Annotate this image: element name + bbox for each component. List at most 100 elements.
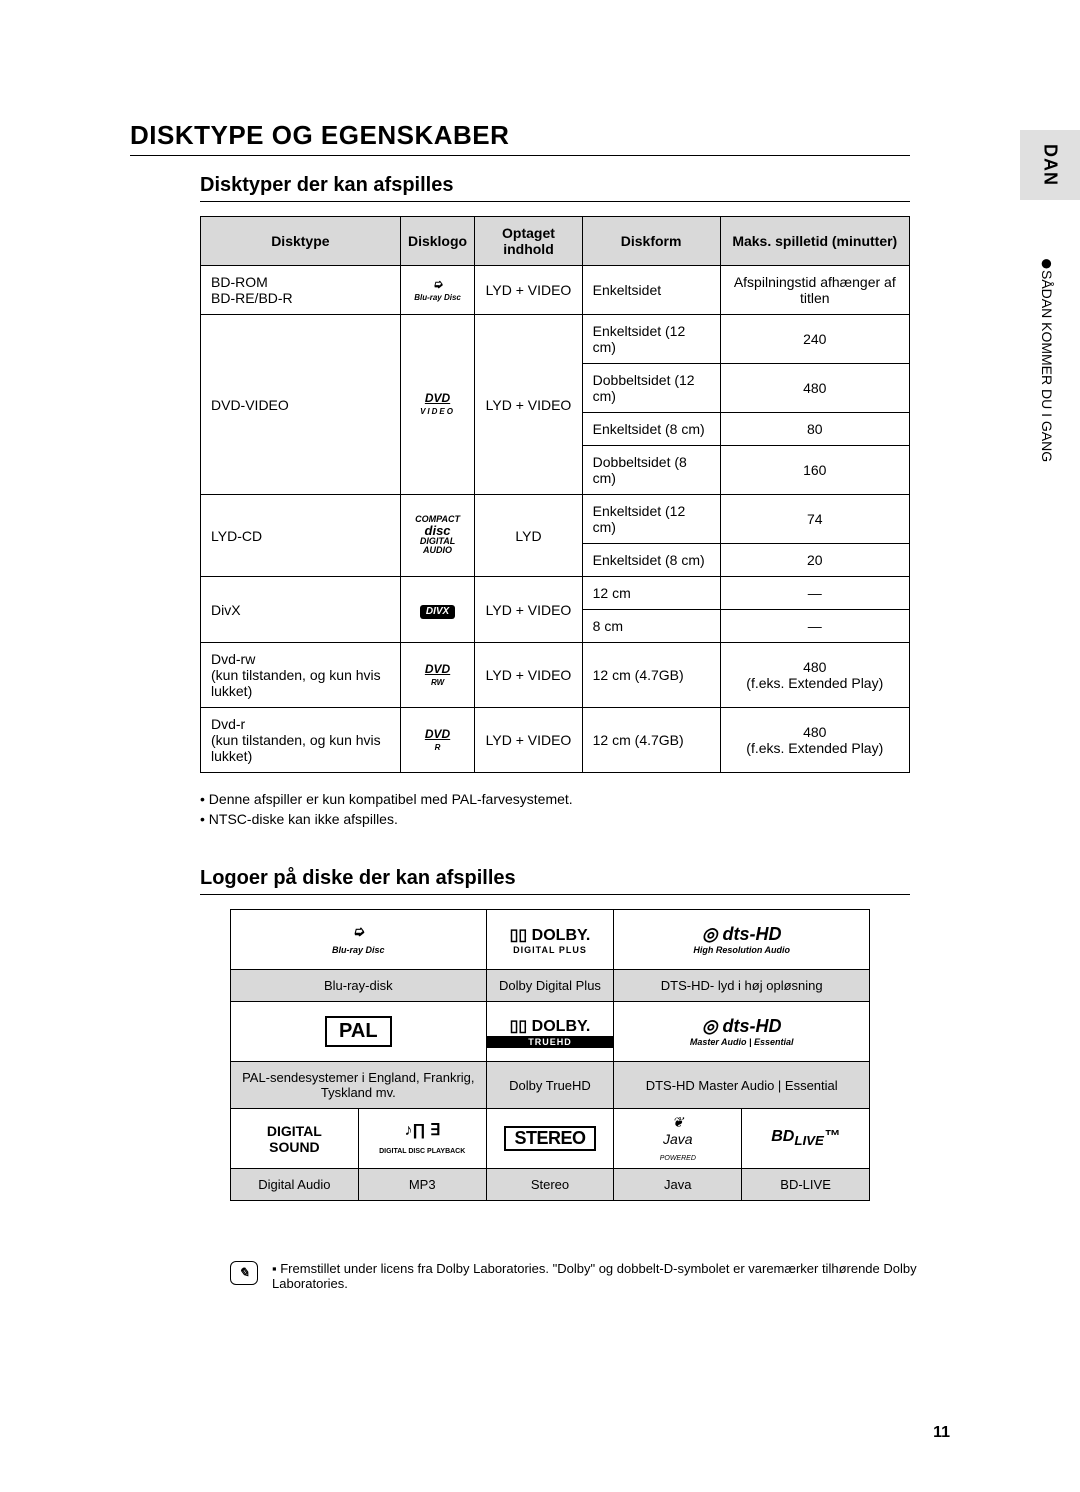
cell-time: 20	[720, 544, 909, 577]
note-line: • Denne afspiller er kun kompatibel med …	[200, 791, 910, 807]
side-tab-label: DAN	[1040, 144, 1061, 186]
dvdrw-logo-icon: DVDRW	[425, 663, 450, 687]
cell-logo: COMPACTdiscDIGITAL AUDIO	[400, 495, 475, 577]
cell-logo: DVDVIDEO	[400, 315, 475, 495]
cell-time: 480 (f.eks. Extended Play)	[720, 708, 909, 773]
cell-logo: DVDRW	[400, 643, 475, 708]
table-row: ➭Blu-ray Disc ▯▯ DOLBY.DIGITAL PLUS ◎ dt…	[231, 910, 870, 970]
cell-time: —	[720, 577, 909, 610]
cell-type: Dvd-rw (kun tilstanden, og kun hvis lukk…	[201, 643, 401, 708]
logo-label: Digital Audio	[231, 1169, 359, 1201]
footnote-text: ▪ Fremstillet under licens fra Dolby Lab…	[272, 1261, 930, 1291]
logo-label: Dolby Digital Plus	[486, 970, 614, 1002]
java-logo-icon: ❦JavaPOWERED	[660, 1114, 696, 1163]
cell-form: Enkeltsidet (12 cm)	[582, 315, 720, 364]
cell-form: Enkeltsidet (8 cm)	[582, 413, 720, 446]
side-meta: SÅDAN KOMMER DU I GANG	[1039, 270, 1055, 462]
table-row: Blu-ray-disk Dolby Digital Plus DTS-HD- …	[231, 970, 870, 1002]
cell-form: Dobbeltsidet (8 cm)	[582, 446, 720, 495]
dolby-digitalplus-logo-icon: ▯▯ DOLBY.DIGITAL PLUS	[487, 927, 614, 955]
cell-type: LYD-CD	[201, 495, 401, 577]
cell-form: Enkeltsidet (12 cm)	[582, 495, 720, 544]
cell-time: —	[720, 610, 909, 643]
bluray-logo-icon: ➭Blu-ray Disc	[332, 923, 385, 956]
cell-content: LYD + VIDEO	[475, 315, 582, 495]
cell-form: Enkeltsidet (8 cm)	[582, 544, 720, 577]
th-disklogo: Disklogo	[400, 217, 475, 266]
bdlive-logo-icon: BDLIVE™	[771, 1128, 840, 1145]
table-row: Digital Audio MP3 Stereo Java BD-LIVE	[231, 1169, 870, 1201]
logo-cell: DIGITALSOUND	[231, 1109, 359, 1169]
cell-form: 8 cm	[582, 610, 720, 643]
cell-content: LYD + VIDEO	[475, 266, 582, 315]
logo-cell: ❦JavaPOWERED	[614, 1109, 742, 1169]
dolby-truehd-logo-icon: ▯▯ DOLBY.TRUEHD	[487, 1018, 614, 1048]
logo-label: Java	[614, 1169, 742, 1201]
subheading-logos: Logoer på diske der kan afspilles	[200, 867, 910, 895]
bluray-logo-icon: ➭Blu-ray Disc	[414, 278, 461, 302]
table-row: DIGITALSOUND ♪∏ ∃DIGITAL DISC PLAYBACK S…	[231, 1109, 870, 1169]
table-row: DivX DIVX LYD + VIDEO 12 cm —	[201, 577, 910, 610]
dtshd-hra-logo-icon: ◎ dts-HDHigh Resolution Audio	[614, 924, 869, 955]
cell-content: LYD	[475, 495, 582, 577]
table-row: Dvd-r (kun tilstanden, og kun hvis lukke…	[201, 708, 910, 773]
logo-cell: ♪∏ ∃DIGITAL DISC PLAYBACK	[358, 1109, 486, 1169]
logo-cell: ◎ dts-HDHigh Resolution Audio	[614, 910, 870, 970]
logo-label: Stereo	[486, 1169, 614, 1201]
cell-time: 480	[720, 364, 909, 413]
cell-content: LYD + VIDEO	[475, 577, 582, 643]
logo-cell: ➭Blu-ray Disc	[231, 910, 487, 970]
cell-time: 80	[720, 413, 909, 446]
footnote-content: Fremstillet under licens fra Dolby Labor…	[272, 1261, 917, 1291]
cell-time: 74	[720, 495, 909, 544]
table-row: BD-ROM BD-RE/BD-R ➭Blu-ray Disc LYD + VI…	[201, 266, 910, 315]
th-disktype: Disktype	[201, 217, 401, 266]
note-line: • NTSC-diske kan ikke afspilles.	[200, 811, 910, 827]
logo-cell: ▯▯ DOLBY.TRUEHD	[486, 1002, 614, 1062]
side-tab: DAN	[1020, 130, 1080, 200]
mp3-logo-icon: ♪∏ ∃DIGITAL DISC PLAYBACK	[379, 1122, 465, 1157]
cell-logo: ➭Blu-ray Disc	[400, 266, 475, 315]
cell-time: 160	[720, 446, 909, 495]
th-maxtime: Maks. spilletid (minutter)	[720, 217, 909, 266]
logos-table: ➭Blu-ray Disc ▯▯ DOLBY.DIGITAL PLUS ◎ dt…	[230, 909, 870, 1201]
logo-cell: ◎ dts-HDMaster Audio | Essential	[614, 1002, 870, 1062]
cell-form: 12 cm (4.7GB)	[582, 708, 720, 773]
logo-cell: PAL	[231, 1002, 487, 1062]
dvdr-logo-icon: DVDR	[425, 728, 450, 752]
cell-form: Enkeltsidet	[582, 266, 720, 315]
divx-logo-icon: DIVX	[420, 605, 455, 619]
cell-logo: DVDR	[400, 708, 475, 773]
table-row: Dvd-rw (kun tilstanden, og kun hvis lukk…	[201, 643, 910, 708]
cell-form: Dobbeltsidet (12 cm)	[582, 364, 720, 413]
cell-form: 12 cm	[582, 577, 720, 610]
table-header-row: Disktype Disklogo Optaget indhold Diskfo…	[201, 217, 910, 266]
table-row: PAL ▯▯ DOLBY.TRUEHD ◎ dts-HDMaster Audio…	[231, 1002, 870, 1062]
cell-time: Afspilningstid afhænger af titlen	[720, 266, 909, 315]
logo-cell: ▯▯ DOLBY.DIGITAL PLUS	[486, 910, 614, 970]
cell-form: 12 cm (4.7GB)	[582, 643, 720, 708]
logo-label: Dolby TrueHD	[486, 1062, 614, 1109]
page-number: 11	[933, 1424, 950, 1442]
cell-type: BD-ROM BD-RE/BD-R	[201, 266, 401, 315]
logo-cell: BDLIVE™	[742, 1109, 870, 1169]
digital-sound-logo-icon: DIGITALSOUND	[267, 1123, 322, 1155]
cell-type: DVD-VIDEO	[201, 315, 401, 495]
compat-notes: • Denne afspiller er kun kompatibel med …	[200, 791, 910, 827]
cell-type: DivX	[201, 577, 401, 643]
logo-label: MP3	[358, 1169, 486, 1201]
logo-cell: STEREO	[486, 1109, 614, 1169]
logo-label: Blu-ray-disk	[231, 970, 487, 1002]
cd-logo-icon: COMPACTdiscDIGITAL AUDIO	[405, 515, 471, 555]
logo-label: DTS-HD- lyd i høj opløsning	[614, 970, 870, 1002]
table-row: LYD-CD COMPACTdiscDIGITAL AUDIO LYD Enke…	[201, 495, 910, 544]
disc-table: Disktype Disklogo Optaget indhold Diskfo…	[200, 216, 910, 773]
cell-content: LYD + VIDEO	[475, 708, 582, 773]
dtshd-ma-logo-icon: ◎ dts-HDMaster Audio | Essential	[614, 1016, 869, 1047]
footnote: ✎ ▪ Fremstillet under licens fra Dolby L…	[230, 1261, 930, 1291]
logo-label: DTS-HD Master Audio | Essential	[614, 1062, 870, 1109]
th-content: Optaget indhold	[475, 217, 582, 266]
dvd-logo-icon: DVDVIDEO	[420, 392, 455, 416]
logo-label: PAL-sendesystemer i England, Frankrig, T…	[231, 1062, 487, 1109]
page-heading: DISKTYPE OG EGENSKABER	[130, 120, 910, 156]
